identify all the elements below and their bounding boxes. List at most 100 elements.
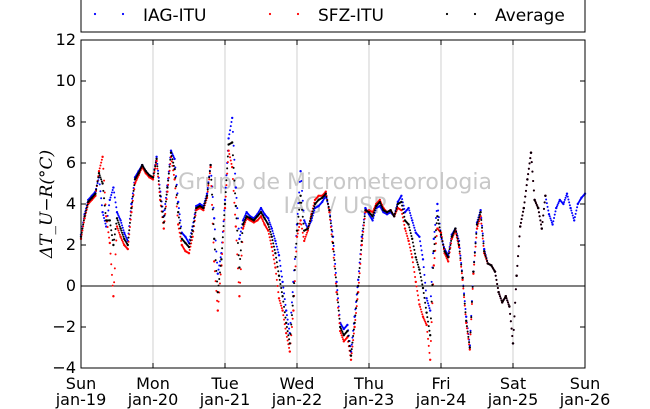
data-point-sfz-itu (411, 256, 414, 259)
data-point-average (395, 207, 398, 210)
data-point-iag-itu (275, 245, 278, 248)
data-point-average (526, 178, 529, 181)
data-point-average (290, 323, 293, 326)
data-point-average (236, 229, 239, 232)
data-point-average (223, 214, 226, 217)
data-point-sfz-itu (108, 241, 112, 245)
data-point-average (362, 227, 365, 230)
data-point-average (378, 200, 381, 204)
data-point-average (219, 264, 222, 267)
data-point-sfz-itu (228, 152, 231, 155)
data-point-iag-itu (216, 261, 219, 264)
data-point-average (98, 174, 101, 177)
data-point-average (167, 179, 170, 182)
data-point-average (451, 234, 454, 237)
data-point-average (180, 232, 183, 235)
data-point-average (352, 335, 355, 338)
data-point-average (218, 278, 221, 281)
data-point-average (461, 276, 464, 279)
data-point-iag-itu (272, 234, 275, 237)
data-point-average (154, 161, 157, 164)
data-point-sfz-itu (226, 161, 229, 164)
data-point-sfz-itu (280, 304, 283, 307)
data-point-iag-itu (296, 212, 299, 215)
data-point-average (86, 203, 89, 206)
data-point-average (481, 234, 484, 237)
data-point-iag-itu (219, 256, 222, 259)
data-point-average (279, 282, 282, 285)
data-point-average (113, 238, 116, 241)
data-point-average (267, 223, 270, 226)
data-point-iag-itu (419, 244, 422, 247)
data-point-average (514, 288, 517, 291)
data-point-average (470, 300, 473, 303)
data-point-iag-itu (270, 225, 273, 228)
data-point-iag-itu (179, 219, 182, 222)
data-point-iag-itu (278, 259, 281, 262)
data-point-iag-itu (113, 191, 116, 194)
data-point-iag-itu (288, 327, 291, 330)
data-point-average (221, 236, 224, 239)
data-point-sfz-itu (230, 162, 233, 165)
data-point-average (137, 172, 140, 175)
data-point-average (160, 205, 163, 208)
data-point-average (231, 141, 234, 144)
data-point-sfz-itu (103, 179, 106, 182)
data-point-average (208, 176, 211, 179)
data-point-sfz-itu (288, 350, 291, 353)
data-point-sfz-itu (280, 307, 283, 310)
data-point-iag-itu (107, 209, 110, 212)
data-point-sfz-itu (107, 231, 110, 234)
data-point-average (165, 193, 168, 196)
data-point-iag-itu (125, 236, 128, 239)
data-point-average (203, 204, 206, 207)
data-point-average (239, 249, 242, 252)
data-point-average (188, 242, 191, 245)
data-point-average (138, 170, 141, 173)
data-point-average (432, 249, 435, 253)
data-point-average (360, 248, 363, 251)
data-point-average (506, 299, 509, 302)
data-point-sfz-itu (305, 233, 308, 236)
data-point-sfz-itu (295, 250, 298, 253)
data-point-average (288, 342, 291, 345)
data-point-iag-itu (217, 268, 220, 271)
data-point-average (442, 246, 445, 249)
data-point-iag-itu (238, 237, 241, 241)
data-point-sfz-itu (429, 339, 432, 342)
data-point-average (361, 233, 364, 236)
data-point-sfz-itu (432, 264, 435, 267)
data-point-iag-itu (407, 206, 410, 210)
data-point-average (101, 182, 104, 185)
data-point-sfz-itu (349, 358, 353, 361)
data-point-average (298, 201, 301, 204)
data-point-iag-itu (303, 219, 306, 222)
data-point-sfz-itu (274, 266, 277, 269)
x-tick-label-date: jan-26 (559, 390, 611, 409)
data-point-iag-itu (267, 219, 270, 222)
data-point-average (450, 239, 453, 242)
data-point-average (164, 200, 167, 203)
data-point-iag-itu (280, 270, 283, 273)
data-point-sfz-itu (109, 252, 112, 255)
data-point-sfz-itu (462, 287, 465, 290)
data-point-average (100, 178, 103, 181)
data-point-average (191, 229, 194, 232)
data-point-average (115, 217, 119, 220)
data-point-average (539, 219, 542, 222)
data-point-average (215, 269, 218, 272)
data-point-average (156, 165, 159, 168)
data-point-average (94, 192, 97, 195)
data-point-sfz-itu (430, 321, 433, 324)
data-point-average (121, 233, 124, 236)
data-point-average (412, 245, 415, 248)
data-point-average (214, 259, 217, 262)
data-point-average (176, 202, 179, 205)
data-point-iag-itu (227, 137, 230, 140)
data-point-iag-itu (290, 301, 293, 304)
data-point-average (417, 266, 420, 269)
data-point-average (529, 157, 532, 160)
data-point-sfz-itu (447, 260, 450, 263)
data-point-average (429, 317, 432, 320)
data-point-sfz-itu (175, 205, 178, 208)
